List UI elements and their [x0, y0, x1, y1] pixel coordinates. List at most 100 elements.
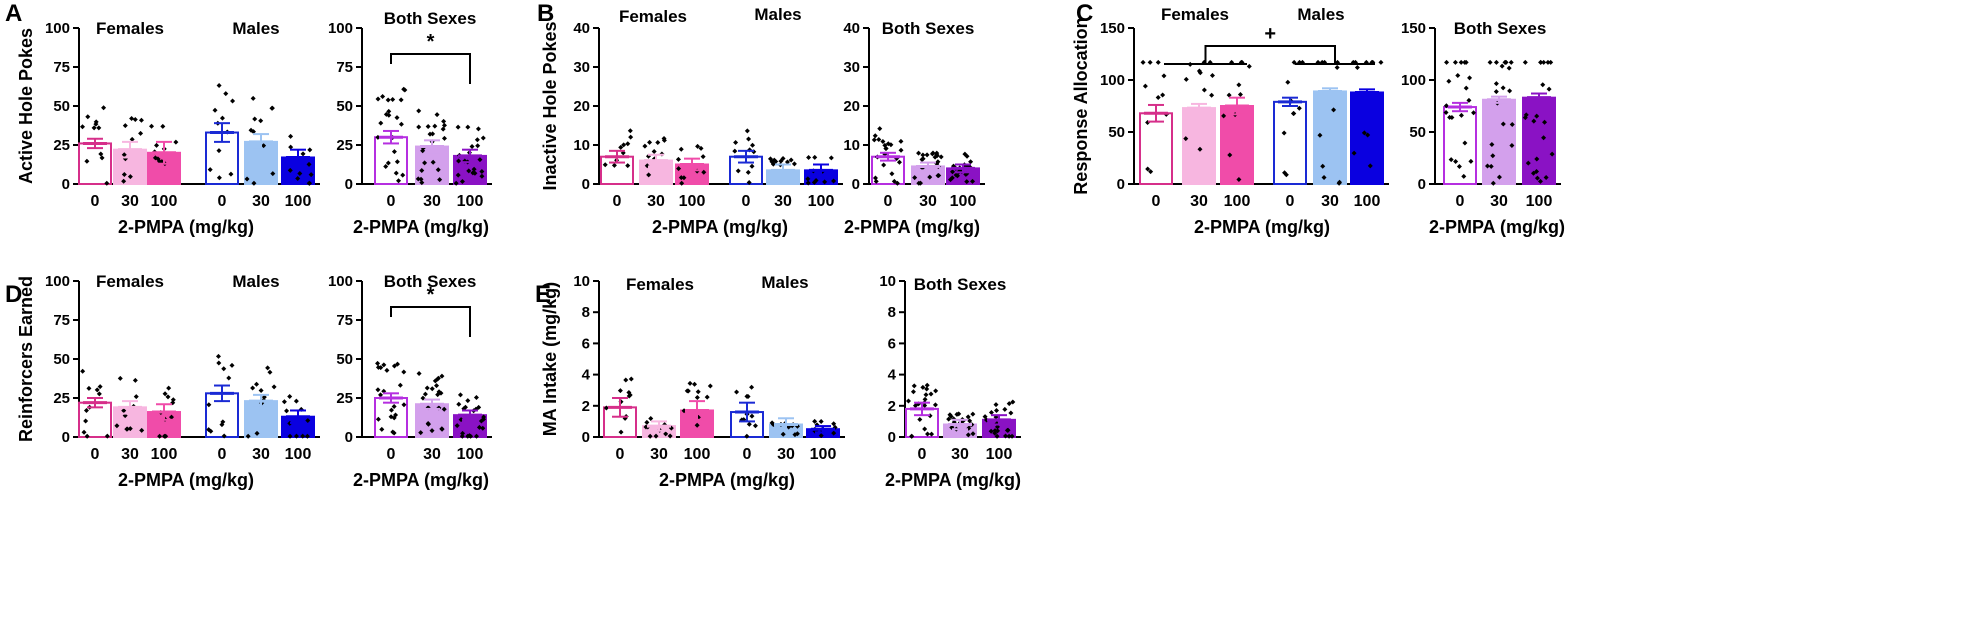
data-point: [293, 398, 299, 404]
data-point: [1499, 63, 1505, 69]
data-point: [429, 428, 435, 434]
data-point: [91, 125, 97, 131]
data-point: [1321, 175, 1327, 181]
x-tick-label: 100: [1526, 193, 1553, 210]
data-point: [1317, 132, 1323, 138]
data-point: [1320, 163, 1326, 169]
y-axis-label: MA Intake (mg/kg): [540, 282, 560, 436]
x-tick-label: 0: [387, 446, 396, 463]
data-point: [138, 117, 144, 123]
data-point: [831, 178, 837, 184]
chart-d-6: D 0 25 50 75 100 Reinforcers Earned Females 0 30 1…: [5, 272, 320, 490]
data-point: [735, 168, 741, 174]
data-point: [133, 394, 139, 400]
data-point: [416, 124, 422, 130]
data-point: [1522, 59, 1528, 65]
y-tick-label: 100: [328, 20, 353, 37]
y-tick-label: 4: [582, 367, 591, 384]
data-point: [97, 384, 103, 390]
data-point: [813, 178, 819, 184]
data-point: [1496, 174, 1502, 180]
data-point: [1331, 107, 1337, 113]
data-point: [627, 392, 633, 398]
group-title: Females: [96, 19, 164, 38]
data-point: [375, 96, 381, 102]
data-point: [80, 368, 86, 374]
bar-both-sexes-100: [1522, 96, 1556, 185]
x-tick-label: 0: [387, 193, 396, 210]
data-point: [84, 158, 90, 164]
data-point: [780, 431, 786, 437]
data-point: [480, 135, 486, 141]
data-point: [424, 385, 430, 391]
x-tick-label: 0: [743, 446, 752, 463]
data-point: [244, 176, 250, 182]
x-tick-label: 30: [423, 193, 441, 210]
data-point: [734, 389, 740, 395]
data-point: [129, 115, 135, 121]
data-point: [1500, 121, 1506, 127]
y-tick-label: 75: [336, 59, 353, 76]
data-point: [154, 142, 160, 148]
data-point: [462, 404, 468, 410]
x-tick-label: 30: [1490, 193, 1508, 210]
data-point: [475, 126, 481, 132]
data-point: [132, 116, 138, 122]
data-point: [625, 141, 631, 147]
data-point: [93, 119, 99, 125]
data-point: [602, 162, 608, 168]
data-point: [920, 384, 926, 390]
data-point: [1453, 159, 1459, 165]
data-point: [295, 176, 301, 182]
data-point: [681, 175, 687, 181]
data-point: [1209, 92, 1215, 98]
data-point: [394, 361, 400, 367]
data-point: [1525, 160, 1531, 166]
data-point: [1538, 59, 1544, 65]
x-tick-label: 30: [774, 193, 792, 210]
significance-bracket: [1204, 45, 1336, 64]
y-tick-label: 8: [888, 304, 896, 321]
data-point: [391, 430, 397, 436]
x-tick-label: 0: [1456, 193, 1465, 210]
data-point: [80, 124, 86, 130]
data-point: [206, 402, 212, 408]
y-tick-label: 20: [843, 98, 860, 115]
group-title: Females: [619, 7, 687, 26]
data-point: [733, 139, 739, 145]
data-point: [1161, 73, 1167, 79]
data-point: [391, 404, 397, 410]
data-point: [305, 417, 311, 423]
data-point: [397, 382, 403, 388]
data-point: [646, 172, 652, 178]
data-point: [381, 362, 387, 368]
data-point: [1542, 119, 1548, 125]
data-point: [1452, 59, 1458, 65]
data-point: [418, 430, 424, 436]
y-tick-label: 0: [345, 176, 353, 193]
y-tick-label: 10: [843, 137, 860, 154]
data-point: [170, 397, 176, 403]
data-point: [653, 433, 659, 439]
x-tick-label: 100: [457, 446, 484, 463]
data-point: [871, 137, 877, 143]
data-point: [1221, 113, 1227, 119]
y-tick-label: 100: [45, 273, 70, 290]
data-point: [932, 402, 938, 408]
data-point: [910, 389, 916, 395]
data-point: [818, 419, 824, 425]
data-point: [121, 171, 127, 177]
y-tick-label: 0: [1117, 176, 1125, 193]
data-point: [127, 426, 133, 432]
data-point: [216, 360, 222, 366]
data-point: [1489, 142, 1495, 148]
data-point: [252, 116, 258, 122]
panel-letter: E: [535, 281, 551, 308]
y-tick-label: 30: [573, 59, 590, 76]
data-point: [1006, 433, 1012, 439]
data-point: [284, 408, 290, 414]
data-point: [701, 169, 707, 175]
data-point: [459, 433, 465, 439]
data-point: [732, 148, 738, 154]
chart-d-7: 0 25 50 75 100 Both Sexes 0 30 100 2-PMPA (mg/kg)…: [328, 272, 492, 490]
